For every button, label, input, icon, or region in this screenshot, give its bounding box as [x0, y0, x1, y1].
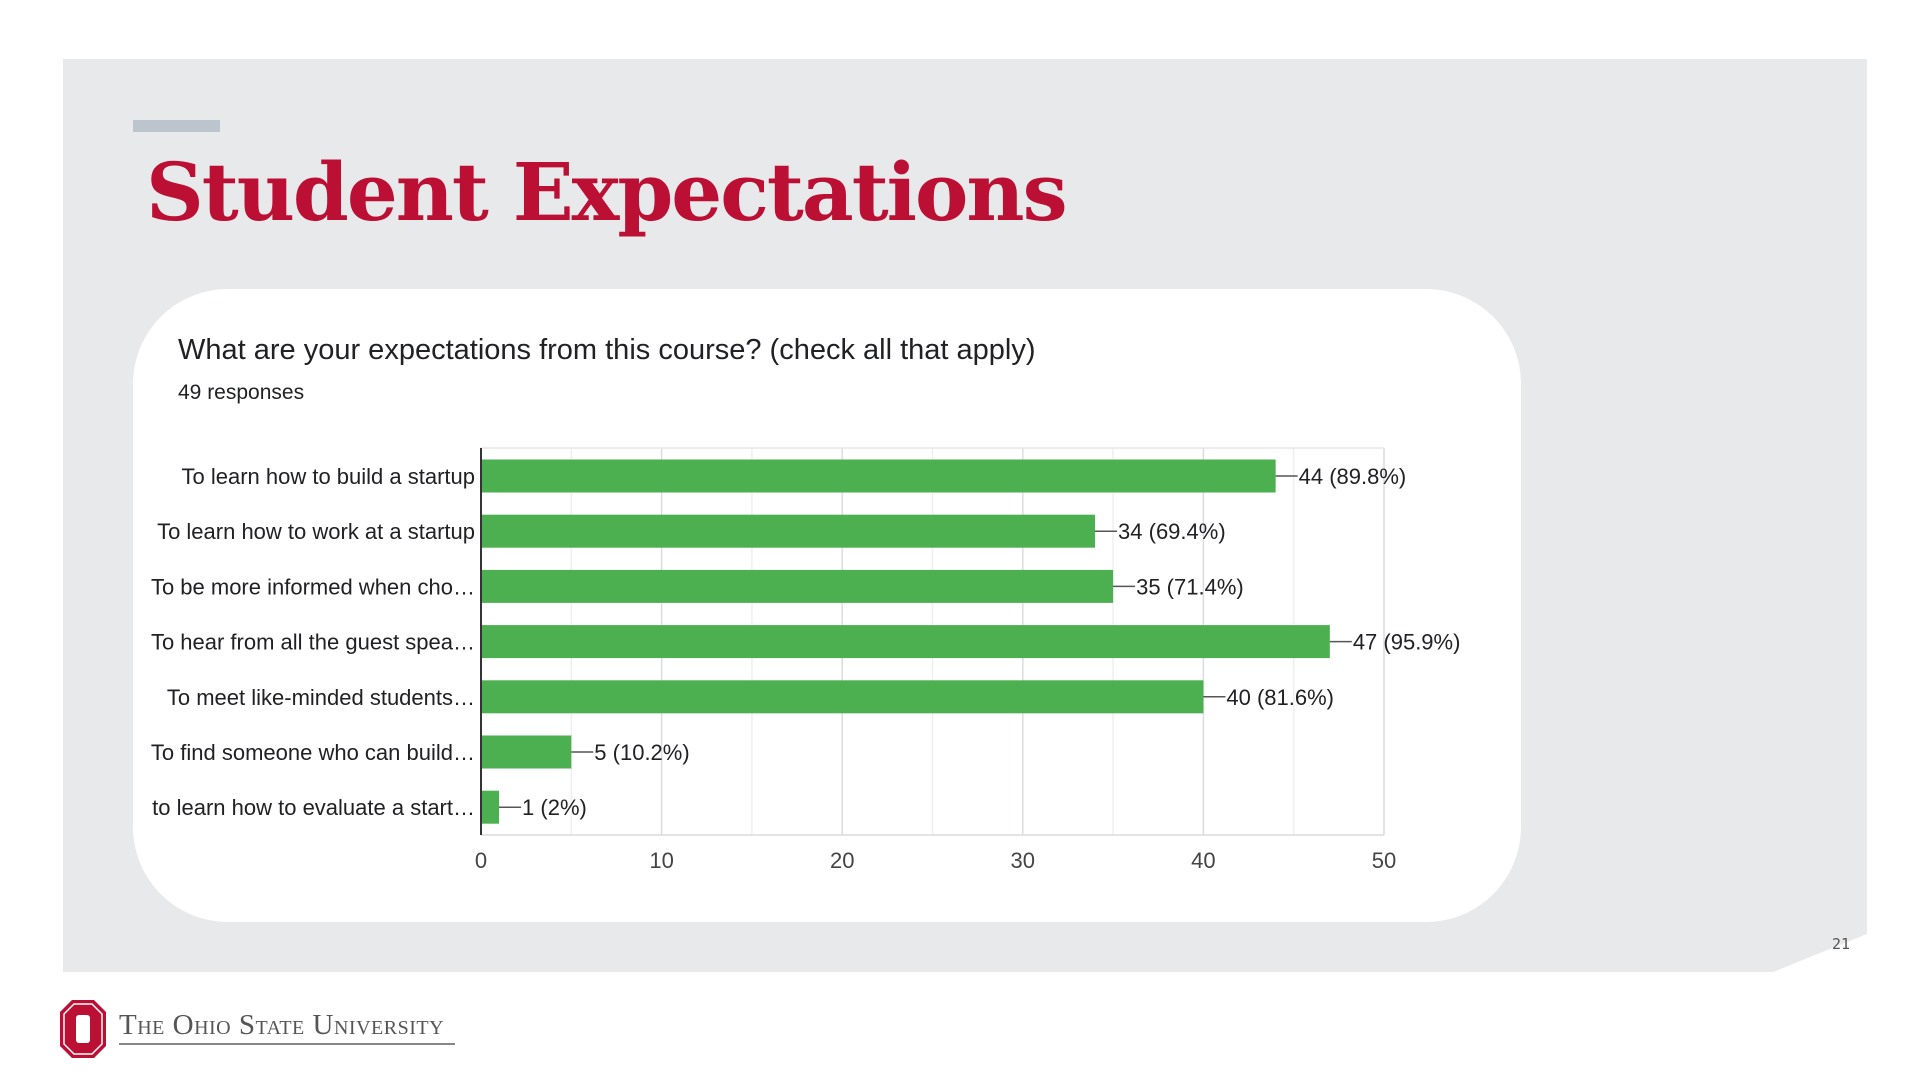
category-label: To learn how to build a startup	[181, 464, 475, 489]
bar	[481, 459, 1276, 493]
category-label: To be more informed when cho…	[151, 574, 475, 599]
data-label: 40 (81.6%)	[1226, 685, 1334, 710]
data-label: 44 (89.8%)	[1299, 464, 1407, 489]
university-wordmark: The Ohio State University	[119, 1009, 445, 1041]
category-label: to learn how to evaluate a start…	[152, 795, 475, 820]
bar	[481, 625, 1330, 659]
data-label: 47 (95.9%)	[1353, 630, 1461, 655]
x-tick-label: 50	[1372, 848, 1396, 873]
chart-bars	[481, 459, 1330, 824]
x-tick-label: 20	[830, 848, 854, 873]
x-tick-label: 40	[1191, 848, 1215, 873]
osu-block-o-logo	[60, 1000, 106, 1058]
wordmark-underline	[119, 1043, 455, 1045]
slide-title: Student Expectations	[146, 145, 1068, 239]
bar	[481, 569, 1114, 603]
chart-axes: 0 10 20 30 40 50	[475, 448, 1396, 873]
data-label: 5 (10.2%)	[594, 740, 689, 765]
data-label: 35 (71.4%)	[1136, 574, 1244, 599]
page-number: 21	[1832, 935, 1851, 953]
chart-labels: 44 (89.8%) To learn how to build a startu…	[151, 464, 1461, 820]
data-label: 1 (2%)	[522, 795, 587, 820]
category-label: To find someone who can build…	[151, 740, 475, 765]
bar	[481, 680, 1204, 714]
bar	[481, 790, 500, 824]
response-count: 49 responses	[178, 381, 305, 404]
x-tick-label: 10	[649, 848, 673, 873]
title-accent-bar	[133, 120, 220, 132]
data-label: 34 (69.4%)	[1118, 519, 1226, 544]
bar	[481, 514, 1096, 548]
category-label: To learn how to work at a startup	[157, 519, 475, 544]
category-label: To hear from all the guest spea…	[151, 630, 475, 655]
x-tick-label: 30	[1011, 848, 1035, 873]
bar	[481, 735, 572, 769]
chart-card	[133, 289, 1521, 922]
chart-title: What are your expectations from this cou…	[178, 334, 1036, 366]
category-label: To meet like-minded students…	[167, 685, 475, 710]
x-tick-label: 0	[475, 848, 487, 873]
